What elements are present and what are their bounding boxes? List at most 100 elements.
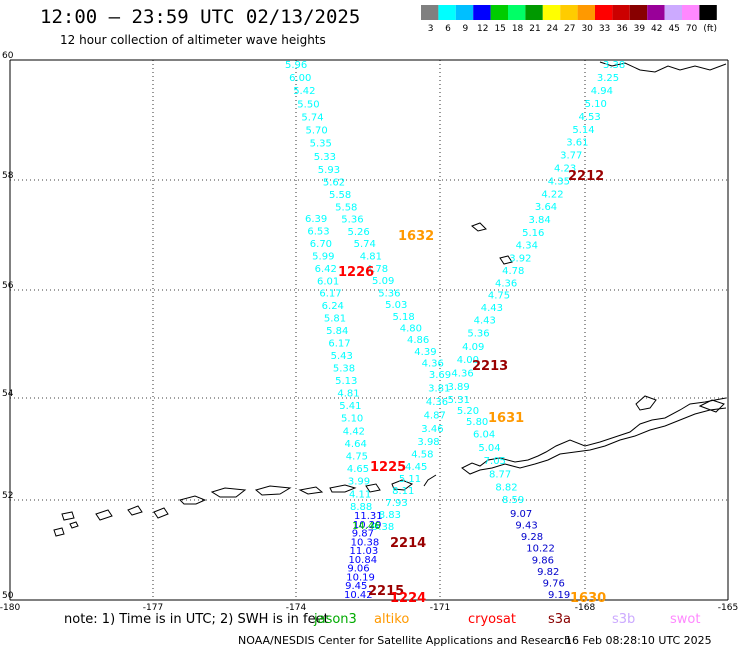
legend-altika: altiko	[374, 612, 410, 627]
wave-height-value: 5.41	[339, 401, 361, 412]
wave-height-value: 5.33	[314, 152, 336, 163]
wave-height-legend: 3 6 9 12 15 18 21 24 27 30 33 36 39 42 45 70 (ft)	[421, 5, 717, 34]
wave-height-value: 5.04	[478, 443, 500, 454]
wave-height-value: 4.36	[426, 397, 448, 408]
wave-height-value: 9.45	[345, 581, 367, 592]
wave-height-value: 9.43	[515, 521, 537, 532]
pass-time-label: 2212	[568, 169, 604, 184]
wave-height-value: 3.92	[509, 253, 531, 264]
lat-label: 60	[2, 51, 14, 61]
legend-tick-label: 6	[445, 24, 451, 34]
pass-time-label: 1630	[570, 591, 606, 606]
coastline	[53, 61, 727, 537]
lat-label: 56	[2, 281, 14, 291]
wave-height-value: 5.99	[312, 251, 334, 262]
wave-height-value: 7.05	[484, 456, 506, 467]
wave-height-value: 4.86	[407, 335, 429, 346]
wave-height-value: 4.81	[360, 252, 382, 263]
map-title: 12:00 — 23:59 UTC 02/13/2025	[40, 6, 361, 28]
wave-height-value: 5.43	[331, 351, 353, 362]
wave-height-value: 4.42	[343, 426, 365, 437]
pass-time-label: 1226	[338, 265, 374, 280]
legend-swatch	[682, 5, 700, 20]
wave-height-value: 5.13	[335, 376, 357, 387]
wave-height-value: 4.65	[347, 464, 369, 475]
wave-height-value: 5.74	[354, 239, 376, 250]
wave-height-value: 6.39	[305, 214, 327, 225]
wave-height-value: 9.86	[532, 555, 554, 566]
wave-height-values: 5.96 6.00 5.42 5.50 5.74 5.70 5.35 5.33 5.93 5.62…	[285, 60, 625, 601]
wave-height-value: 14.46	[352, 521, 381, 532]
map-subtitle: 12 hour collection of altimeter wave hei…	[60, 33, 326, 47]
legend-tick-label: 39	[634, 24, 646, 34]
footer-note: note: 1) Time is in UTC; 2) SWH is in fe…	[64, 612, 329, 627]
wave-height-value: 5.36	[341, 215, 363, 226]
wave-height-value: 4.36	[422, 359, 444, 370]
lon-label: -165	[718, 603, 738, 613]
legend-tick-label: 3	[428, 24, 434, 34]
wave-height-value: 5.42	[293, 86, 315, 97]
legend-tick-label: 12	[477, 24, 488, 34]
wave-height-value: 5.38	[333, 364, 355, 375]
wave-height-value: 4.23	[554, 164, 576, 175]
legend-swatch	[612, 5, 630, 20]
wave-height-value: 4.36	[451, 368, 473, 379]
wave-height-value: 4.87	[424, 411, 446, 422]
wave-height-value: 8.11	[392, 486, 414, 497]
wave-height-value: 7.93	[385, 498, 407, 509]
legend-unit: (ft)	[703, 24, 717, 34]
wave-height-value: 4.43	[474, 316, 496, 327]
wave-height-value: 4.81	[337, 389, 359, 400]
wave-height-value: 8.59	[502, 495, 524, 506]
wave-height-value: 6.17	[319, 289, 341, 300]
wave-height-value: 5.10	[585, 99, 607, 110]
wave-height-value: 9.82	[537, 567, 559, 578]
wave-height-value: 3.64	[535, 202, 557, 213]
lat-label: 58	[2, 171, 14, 181]
lon-label: -180	[0, 603, 20, 613]
legend-tick-label: 21	[529, 24, 540, 34]
wave-height-value: 4.58	[411, 449, 433, 460]
wave-height-value: 4.78	[366, 264, 388, 275]
wave-height-value: 4.36	[495, 278, 517, 289]
lon-label: -168	[575, 603, 596, 613]
pass-time-label: 1224	[390, 591, 426, 606]
wave-height-value: 6.42	[315, 264, 337, 275]
longitude-labels: -180 -177 -174 -171 -168 -165	[0, 603, 738, 613]
wave-height-value: 3.46	[421, 424, 443, 435]
wave-height-value: 9.28	[521, 532, 543, 543]
wave-height-value: 4.78	[502, 266, 524, 277]
wave-height-value: 3.89	[447, 382, 469, 393]
lon-label: -177	[143, 603, 163, 613]
legend-swatch	[542, 5, 561, 20]
wave-height-value: 3.25	[597, 73, 619, 84]
pass-time-label: 1225	[370, 460, 406, 475]
wave-height-value: 3.38	[603, 60, 625, 71]
wave-height-value: 6.00	[289, 73, 311, 84]
footer-credit: NOAA/NESDIS Center for Satellite Applica…	[238, 634, 572, 647]
wave-height-value: 5.58	[329, 190, 351, 201]
wave-height-value: 8.83	[379, 510, 401, 521]
legend-tick-label: 42	[651, 24, 662, 34]
legend-swatch	[438, 5, 456, 20]
wave-height-value: 9.87	[352, 529, 374, 540]
wave-height-value: 8.88	[350, 502, 372, 513]
wave-height-value: 9.06	[347, 564, 369, 575]
legend-swatch	[473, 5, 491, 20]
wave-height-value: 4.09	[462, 342, 484, 353]
pass-time-label: 2215	[368, 584, 404, 599]
wave-height-value: 10.38	[351, 537, 380, 548]
wave-height-value: 5.70	[306, 126, 328, 137]
wave-height-value: 10.22	[526, 544, 555, 555]
legend-cryosat: cryosat	[468, 612, 516, 627]
pass-time-label: 2214	[390, 536, 426, 551]
wave-height-value: 9.07	[510, 509, 532, 520]
legend-tick-label: 45	[668, 24, 679, 34]
legend-swatch	[455, 5, 474, 20]
wave-height-value: 5.09	[372, 276, 394, 287]
wave-height-value: 3.81	[428, 383, 450, 394]
wave-height-value: 3.84	[528, 215, 550, 226]
wave-height-value: 5.36	[467, 328, 489, 339]
wave-height-value: 9.76	[543, 578, 565, 589]
wave-height-value: 3.99	[348, 477, 370, 488]
